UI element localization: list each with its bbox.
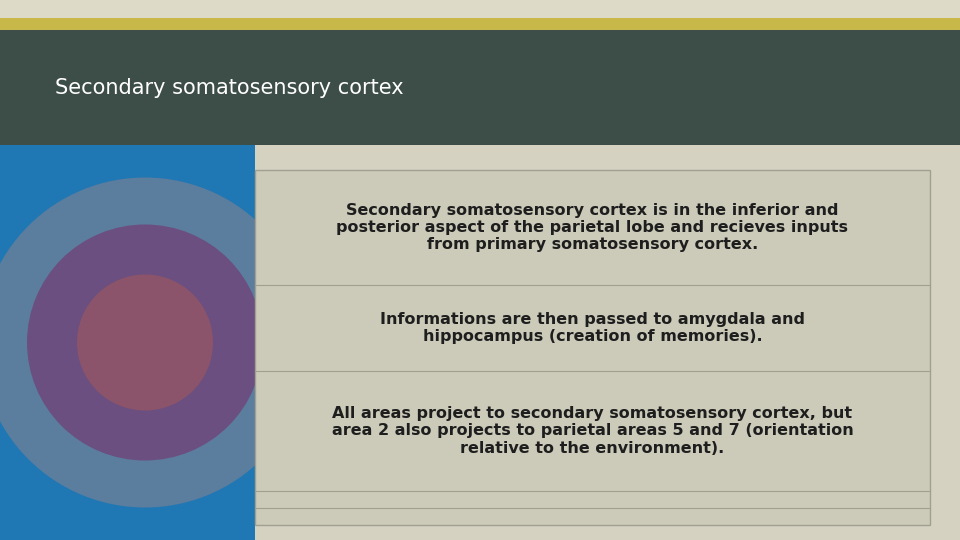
Text: All areas project to secondary somatosensory cortex, but
area 2 also projects to: All areas project to secondary somatosen…	[331, 406, 853, 456]
Circle shape	[27, 225, 263, 461]
FancyBboxPatch shape	[0, 18, 960, 30]
FancyBboxPatch shape	[255, 170, 930, 525]
Circle shape	[0, 178, 310, 508]
Text: Secondary somatosensory cortex: Secondary somatosensory cortex	[55, 78, 403, 98]
FancyBboxPatch shape	[0, 0, 960, 18]
FancyBboxPatch shape	[0, 30, 960, 145]
Text: Informations are then passed to amygdala and
hippocampus (creation of memories).: Informations are then passed to amygdala…	[380, 312, 805, 344]
Bar	[0, 145, 255, 540]
Text: Secondary somatosensory cortex is in the inferior and
posterior aspect of the pa: Secondary somatosensory cortex is in the…	[337, 202, 849, 252]
FancyBboxPatch shape	[0, 145, 960, 540]
Circle shape	[77, 274, 213, 410]
